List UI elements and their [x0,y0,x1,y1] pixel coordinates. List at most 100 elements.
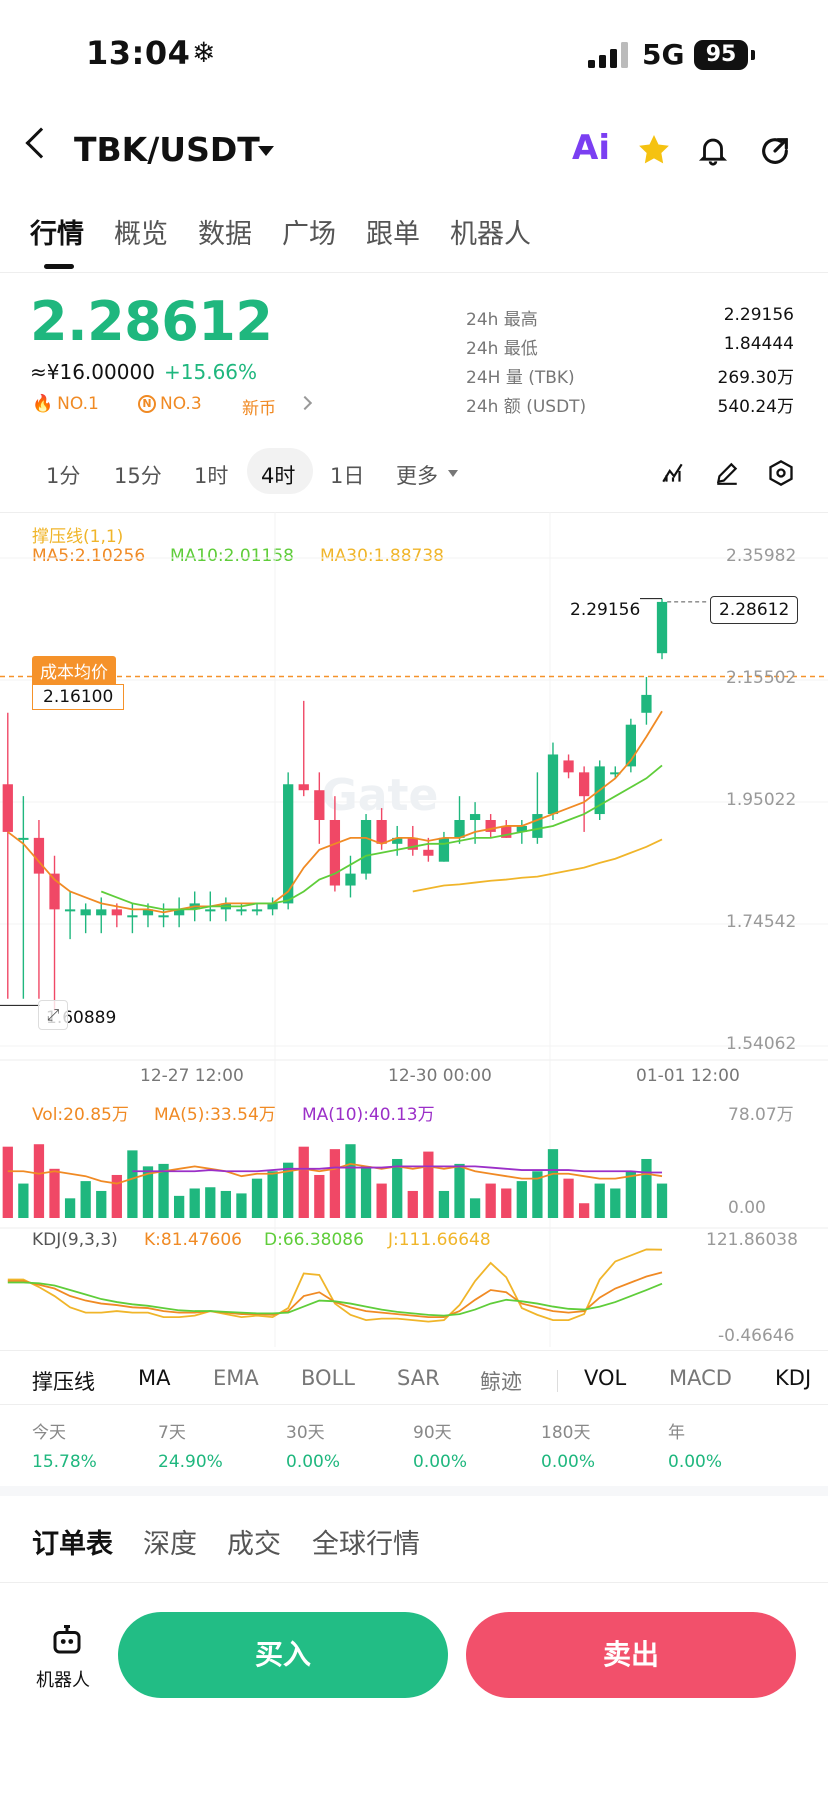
main-tabs: 行情 概览 数据 广场 跟单 机器人 [30,212,531,251]
candle-body [127,915,138,918]
candle-body [142,909,154,916]
bell-icon[interactable] [696,132,730,168]
candle-body [96,909,107,916]
support-label: 撑压线(1,1) [32,527,124,547]
rank-badge-1[interactable]: 🔥 NO.1 [32,394,99,414]
draw-pencil-icon[interactable] [714,460,740,486]
chevron-right-icon[interactable] [297,395,313,411]
tab-overview[interactable]: 概览 [114,219,168,250]
period-1h[interactable]: 1时 [194,464,229,488]
stat-value: 2.29156 [723,305,794,325]
pair-title[interactable]: TBK/USDT [74,130,260,169]
sell-button[interactable]: 卖出 [466,1612,796,1698]
vol-ma5-line [7,1162,663,1185]
period-15m[interactable]: 15分 [114,464,162,488]
volume-bar [454,1163,465,1218]
tab-square[interactable]: 广场 [282,219,336,250]
volume-bar [18,1183,29,1218]
period-1d[interactable]: 1日 [330,464,365,488]
current-price-tag: 2.28612 [710,596,799,624]
caret-down-icon[interactable] [258,146,274,156]
ind-tab-ma[interactable]: MA [138,1366,171,1390]
ind-tab-kdj[interactable]: KDJ [775,1366,812,1390]
candle-body [392,837,403,844]
ind-tab-boll[interactable]: BOLL [301,1366,355,1390]
volume-bar [547,1149,559,1218]
tab-order-book[interactable]: 订单表 [32,1529,113,1560]
tab-trades[interactable]: 成交 [227,1529,281,1560]
candle-body [376,820,387,844]
back-icon[interactable] [25,127,57,159]
volume-bar [158,1163,169,1218]
candle-body [80,909,91,916]
period-more[interactable]: 更多 [396,464,438,488]
new-coin-tag[interactable]: 新币 [242,399,276,419]
status-time: 13:04 [86,34,191,72]
settings-hex-icon[interactable] [767,459,795,487]
volume-bar [345,1144,356,1218]
volume-bar [49,1168,60,1218]
ind-tab-whale[interactable]: 鲸迹 [480,1370,522,1394]
return-value: 24.90% [158,1452,223,1472]
volume-bar [532,1171,543,1218]
vol-ma10-line [132,1165,663,1174]
kdj-label: KDJ(9,3,3) [32,1230,118,1250]
ma10-line [100,764,663,911]
y-tick: 2.35982 [726,546,797,566]
tab-global-market[interactable]: 全球行情 [312,1529,420,1560]
ind-tab-ema[interactable]: EMA [213,1366,259,1390]
volume-bar [407,1190,418,1218]
tab-copy-trade[interactable]: 跟单 [366,219,420,250]
volume-bar [485,1183,496,1218]
tab-robot[interactable]: 机器人 [450,219,531,250]
robot-label[interactable]: 机器人 [36,1670,90,1691]
ind-tab-vol[interactable]: VOL [584,1366,627,1390]
period-1m[interactable]: 1分 [46,464,81,488]
stat-value: 1.84444 [723,334,794,354]
chart-grid [0,512,828,1347]
ai-icon[interactable]: Ai [572,128,610,168]
candles-group [0,598,708,1011]
candle-body [345,873,356,886]
x-tick: 01-01 12:00 [636,1066,740,1086]
volume-bar [563,1178,574,1218]
candle-body [547,754,559,815]
kdj-k-label: K:81.47606 [144,1230,242,1250]
kdj-d-line [7,1281,663,1317]
star-icon[interactable] [636,132,672,168]
share-icon[interactable] [758,134,792,168]
x-tick: 12-27 12:00 [140,1066,244,1086]
kline-chart[interactable]: Gate [0,512,828,1347]
volume-bar [516,1181,527,1218]
candle-body [656,601,668,654]
robot-icon[interactable] [48,1622,86,1658]
indicator-icon[interactable] [660,460,686,486]
candle-body [18,837,29,840]
tab-market[interactable]: 行情 [30,219,84,250]
ind-tab-macd[interactable]: MACD [669,1366,732,1390]
volume-bar [469,1198,481,1218]
expand-icon[interactable]: ⤢ [38,1000,68,1030]
period-4h[interactable]: 4时 [261,464,296,488]
buy-button[interactable]: 买入 [118,1612,448,1698]
ind-tab-sar[interactable]: SAR [397,1366,440,1390]
stat-value: 540.24万 [717,397,794,417]
kdj-j-label: J:111.66648 [388,1230,491,1250]
signal-icon [588,42,630,68]
volume-bar [376,1183,387,1218]
candle-body [251,909,263,912]
stat-label: 24h 最低 [466,339,538,359]
tab-depth[interactable]: 深度 [143,1529,197,1560]
candle-body [158,915,169,918]
rank-badge-2[interactable]: N NO.3 [138,394,202,414]
volume-bar [111,1174,122,1218]
volume-bar [329,1149,341,1218]
tab-data[interactable]: 数据 [198,219,252,250]
candle-body [438,837,450,862]
stat-value: 269.30万 [717,368,794,388]
caret-down-icon[interactable] [448,470,458,477]
kdj-k-line [7,1271,663,1319]
ind-tab-support[interactable]: 撑压线 [32,1370,95,1394]
volume-bar [205,1187,216,1218]
ma5-line [7,710,663,914]
